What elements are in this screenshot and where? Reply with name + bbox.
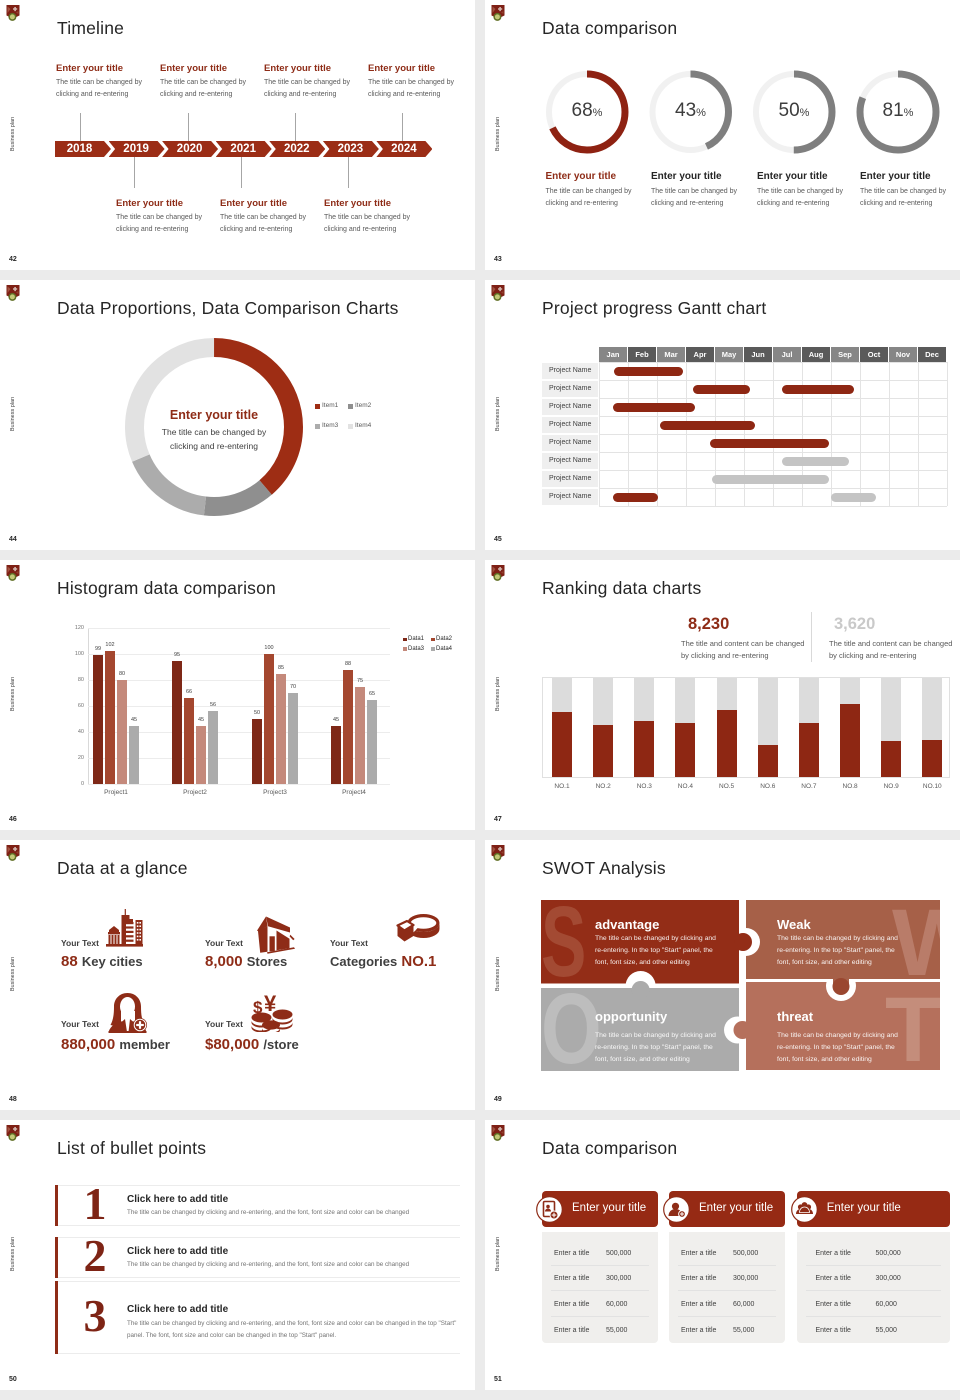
svg-text:O: O (541, 974, 602, 1086)
svg-text:$: $ (253, 998, 263, 1017)
svg-text:S: S (541, 887, 586, 998)
svg-text:¥: ¥ (264, 994, 277, 1016)
svg-text:W: W (892, 890, 960, 996)
svg-text:T: T (885, 979, 941, 1081)
